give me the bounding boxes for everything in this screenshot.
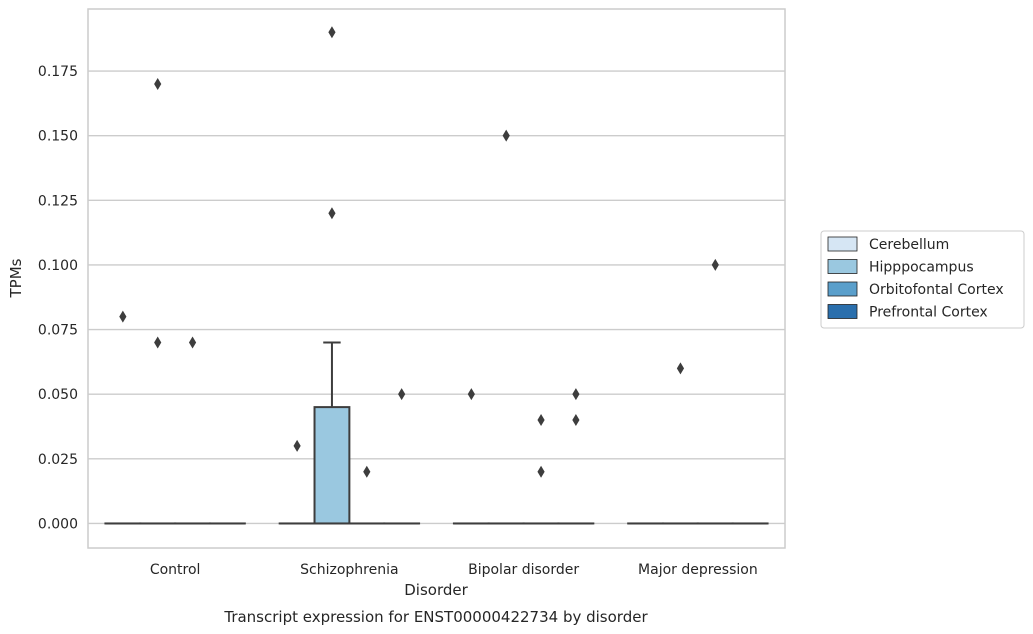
- outlier-point: [293, 439, 301, 452]
- y-axis-label: TPMs: [7, 258, 25, 298]
- legend: Cerebellum Hipppocampus Orbitofontal Corte…: [820, 230, 1025, 329]
- y-tick-label: 0.000: [38, 516, 78, 532]
- gridlines: [88, 70, 785, 525]
- legend-swatch: [827, 259, 858, 274]
- chart-caption: Transcript expression for ENST0000042273…: [223, 608, 648, 626]
- outlier-point: [363, 465, 371, 478]
- outlier-point: [154, 77, 162, 90]
- outlier-point: [328, 207, 336, 220]
- legend-label: Orbitofontal Cortex: [869, 282, 1004, 298]
- legend-label: Hipppocampus: [869, 260, 974, 276]
- boxes: [104, 341, 769, 525]
- legend-label: Cerebellum: [869, 237, 949, 253]
- outlier-point: [119, 310, 127, 323]
- legend-swatch: [827, 304, 858, 319]
- y-tick-label: 0.125: [38, 193, 78, 209]
- outlier-point: [711, 258, 719, 271]
- outlier-point: [188, 336, 197, 349]
- y-tick-label: 0.050: [38, 387, 78, 403]
- y-tick-label: 0.100: [38, 258, 78, 274]
- x-tick-label: Schizophrenia: [300, 562, 398, 578]
- outlier-point: [572, 388, 580, 401]
- x-tick-label: Major depression: [638, 562, 758, 578]
- x-axis-label: Disorder: [404, 581, 468, 599]
- y-tick-label: 0.025: [38, 452, 78, 468]
- legend-label: Prefrontal Cortex: [869, 305, 988, 321]
- y-tick-label: 0.175: [38, 64, 78, 80]
- legend-swatch: [827, 236, 858, 252]
- x-tick-label: Control: [150, 562, 201, 578]
- outlier-point: [537, 465, 545, 478]
- outliers: [119, 26, 719, 478]
- outlier-point: [154, 336, 162, 349]
- legend-frame: [820, 230, 1025, 329]
- outlier-point: [572, 414, 580, 427]
- outlier-point: [467, 388, 475, 401]
- y-axis-ticks: 0.000 0.025 0.050 0.075 0.100 0.125 0.150 0.175: [38, 64, 78, 532]
- y-tick-label: 0.075: [38, 323, 78, 339]
- plot-frame: [87, 8, 786, 549]
- outlier-point: [502, 129, 510, 142]
- y-tick-label: 0.150: [38, 129, 78, 145]
- outlier-point: [328, 26, 336, 39]
- x-axis-ticks: Control Schizophrenia Bipolar disorder Majo…: [150, 562, 758, 578]
- x-tick-label: Bipolar disorder: [468, 562, 579, 578]
- box: [313, 406, 351, 525]
- outlier-point: [537, 414, 545, 427]
- outlier-point: [398, 388, 406, 401]
- legend-swatch: [827, 281, 858, 297]
- outlier-point: [676, 362, 685, 375]
